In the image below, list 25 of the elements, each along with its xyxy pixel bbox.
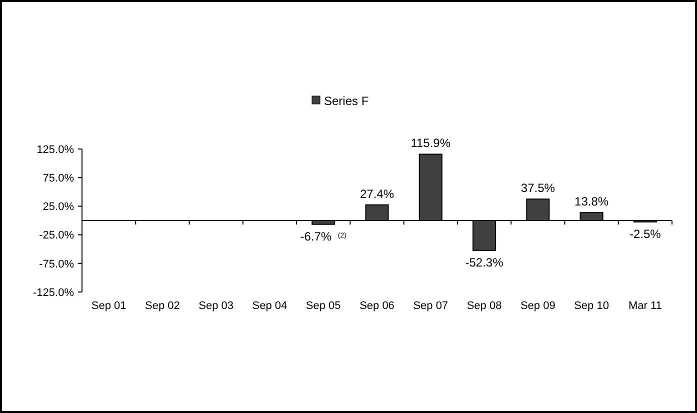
x-tick-label: Sep 10 [574, 300, 609, 312]
data-label: -6.7% $^{(2)}$ [300, 229, 346, 244]
data-label: -52.3% [465, 255, 504, 270]
x-tick-label: Sep 03 [198, 300, 234, 312]
data-label: -2.5% [630, 226, 662, 241]
y-tick-label: -125.0% [33, 286, 74, 299]
y-tick-label: -75.0% [39, 258, 74, 270]
x-tick-label: Sep 05 [306, 300, 341, 312]
x-tick-label: Sep 01 [91, 300, 126, 312]
data-label: 13.8% [574, 194, 609, 209]
x-tick-label: Sep 02 [145, 300, 180, 312]
x-tick-label: Sep 07 [413, 300, 448, 312]
y-tick-label: 25.0% [42, 201, 74, 214]
x-tick-label: Mar 11 [628, 300, 662, 312]
x-tick-label: Sep 06 [360, 300, 394, 312]
x-tick-label: Sep 09 [520, 300, 556, 312]
y-tick-label: 75.0% [42, 172, 74, 184]
data-label: 115.9% [410, 136, 451, 150]
x-tick-label: Sep 08 [466, 300, 502, 312]
data-label: 37.5% [520, 181, 556, 196]
data-label: 27.4% [360, 186, 394, 201]
y-tick-label: 125.0% [36, 144, 74, 156]
x-tick-label: Sep 04 [252, 300, 288, 312]
y-tick-label: -25.0% [39, 230, 74, 242]
legend-label: Series F [324, 94, 369, 108]
